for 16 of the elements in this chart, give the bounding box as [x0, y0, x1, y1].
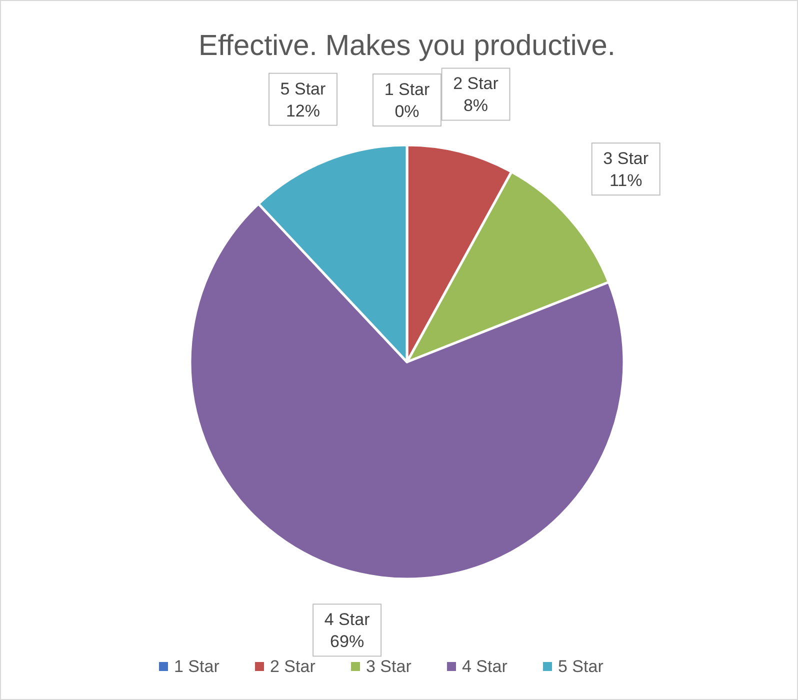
data-label: 12% [286, 101, 320, 120]
text: 0% [394, 102, 420, 121]
legend-label: 1 Star [174, 657, 220, 676]
slice-label: 3 Star [603, 149, 649, 168]
data-label: 69% [330, 632, 364, 652]
data-label: 11% [609, 171, 642, 190]
legend-label: 3 Star [366, 657, 412, 676]
slice-label: 5 Star [280, 79, 326, 98]
legend-label: 5 Star [558, 657, 604, 676]
data-label: 8% [463, 96, 488, 116]
slice-label: 2 Star [453, 74, 499, 94]
chart-title: Effective. Makes you productive. [198, 30, 616, 62]
legend-label: 2 Star [270, 657, 316, 676]
slice-label: 4 Star [324, 610, 370, 630]
category-label: 1 Star [384, 80, 430, 99]
legend-label: 4 Star [462, 657, 508, 676]
